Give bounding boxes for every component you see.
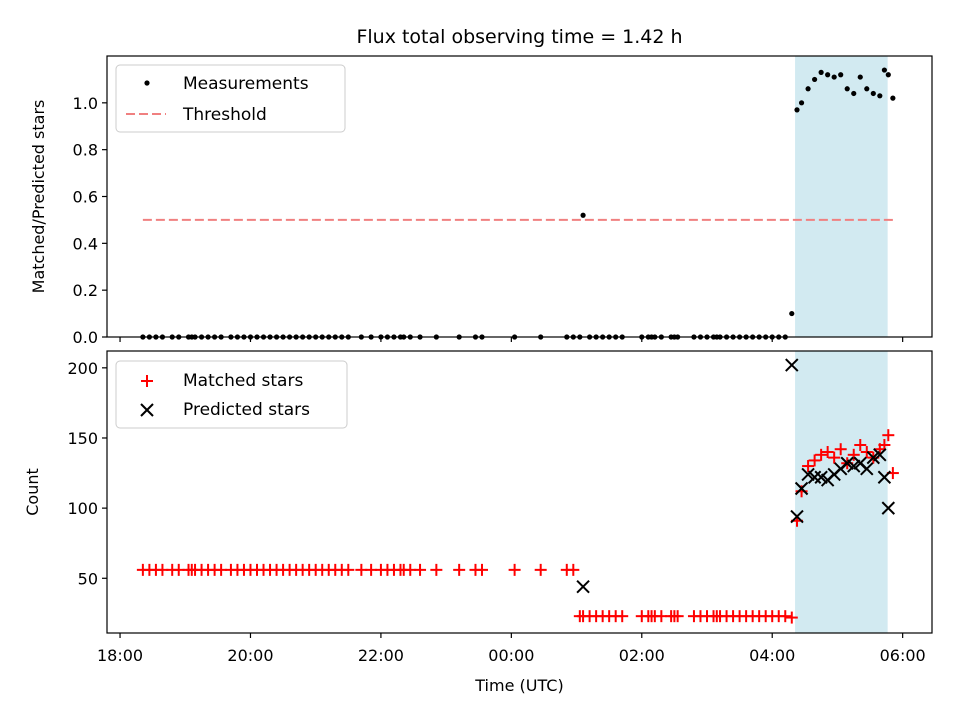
y-tick-label: 150 [67,429,98,448]
predicted-star-point [877,470,892,484]
predicted-star-point [873,448,887,462]
matched-star-point [828,451,841,464]
measurement-point [870,90,876,97]
y-tick-label: 0.4 [73,234,98,253]
measurement-point [857,74,863,80]
measurement-point [838,72,844,78]
bottom-y-axis-label: Count [23,468,42,516]
measurement-point [864,86,870,92]
x-axis-label: Time (UTC) [474,676,563,695]
legend-matched-label: Matched stars [183,371,303,391]
x-tick-label: 04:00 [749,646,795,665]
top-highlight-span [795,56,888,337]
matched-star-point [808,454,821,467]
y-tick-label: 0.2 [73,281,98,300]
top-y-axis-label: Matched/Predicted stars [29,100,48,294]
matched-star-point [821,446,834,459]
matched-stars-points [136,429,899,624]
top-y-ticks: 0.0 0.2 0.4 0.6 0.8 1.0 [73,94,107,347]
matched-star-point [414,563,427,576]
bottom-plot-frame [106,350,933,634]
matched-star-point [508,563,521,576]
x-tick-label: 00:00 [488,646,534,665]
predicted-star-point [860,462,874,476]
measurement-point [885,72,891,78]
x-tick-label: 22:00 [358,646,404,665]
bottom-highlight-span [795,351,888,633]
x-tick-label: 18:00 [97,646,143,665]
legend-threshold-label: Threshold [182,105,267,125]
x-tick-label: 06:00 [880,646,926,665]
legend-predicted-label: Predicted stars [183,400,310,420]
bottom-y-ticks: 50 100 150 200 [67,359,107,588]
matched-star-point [854,439,867,451]
measurement-point [881,67,887,73]
measurement-point [877,93,883,99]
matched-star-point [834,443,847,456]
measurement-point [831,74,837,80]
measurement-point [580,212,586,218]
top-plot-frame [106,55,933,338]
measurement-point [789,310,795,317]
top-panel: 0.0 0.2 0.4 0.6 0.8 1.0 Matched/Predicted sta… [29,55,933,347]
x-tick-label: 20:00 [227,646,273,665]
measurement-point [812,76,818,83]
legend-measurements-marker [144,80,150,86]
predicted-star-point [807,470,822,484]
legend-matched-marker [141,375,153,387]
y-tick-label: 0.8 [73,141,98,160]
legend-predicted-marker [140,403,154,417]
top-x-ticks [119,337,904,342]
predicted-star-point [790,509,804,524]
predicted-stars-points [576,358,896,594]
matched-star-point [430,563,443,576]
predicted-star-point [881,501,896,515]
matched-star-point [785,611,798,624]
y-tick-label: 100 [67,499,98,518]
legend-measurements-label: Measurements [183,74,309,94]
predicted-star-point [785,358,799,372]
matched-star-point [342,563,355,576]
measurement-point [851,90,857,97]
matched-star-point [882,429,895,442]
chart-title: Flux total observing time = 1.42 h [356,26,682,48]
matched-star-point [671,610,684,623]
bottom-legend: Matched stars Predicted stars [115,360,348,429]
matched-star-point [847,448,860,461]
matched-star-point [616,610,629,623]
matched-star-point [534,563,547,576]
y-tick-label: 50 [78,569,98,588]
x-tick-label: 02:00 [619,646,665,665]
matched-star-point [802,460,815,473]
top-legend: Measurements Threshold [115,64,346,133]
measurement-point [844,86,850,92]
matched-star-point [815,448,828,461]
matched-star-point [567,563,580,576]
y-tick-label: 0.0 [73,328,98,347]
bottom-x-ticks: 18:00 20:00 22:00 00:00 02:00 04:00 06:00 [97,633,926,665]
bottom-panel: 50 100 150 200 18:00 20:00 22:00 00:00 02:00 04:… [23,350,933,695]
matched-star-point [860,446,873,459]
y-tick-label: 0.6 [73,188,98,207]
measurement-point [805,86,811,92]
measurement-point [818,69,824,75]
matched-star-point [453,563,466,576]
measurement-point [798,100,805,106]
matched-star-point [779,610,792,623]
predicted-star-point [576,579,590,594]
measurement-point [890,95,896,101]
measurement-point [825,72,831,78]
predicted-star-point [794,481,809,496]
matched-star-point [476,563,488,576]
measurement-point [794,107,800,113]
y-tick-label: 200 [67,359,98,378]
y-tick-label: 1.0 [73,94,98,113]
